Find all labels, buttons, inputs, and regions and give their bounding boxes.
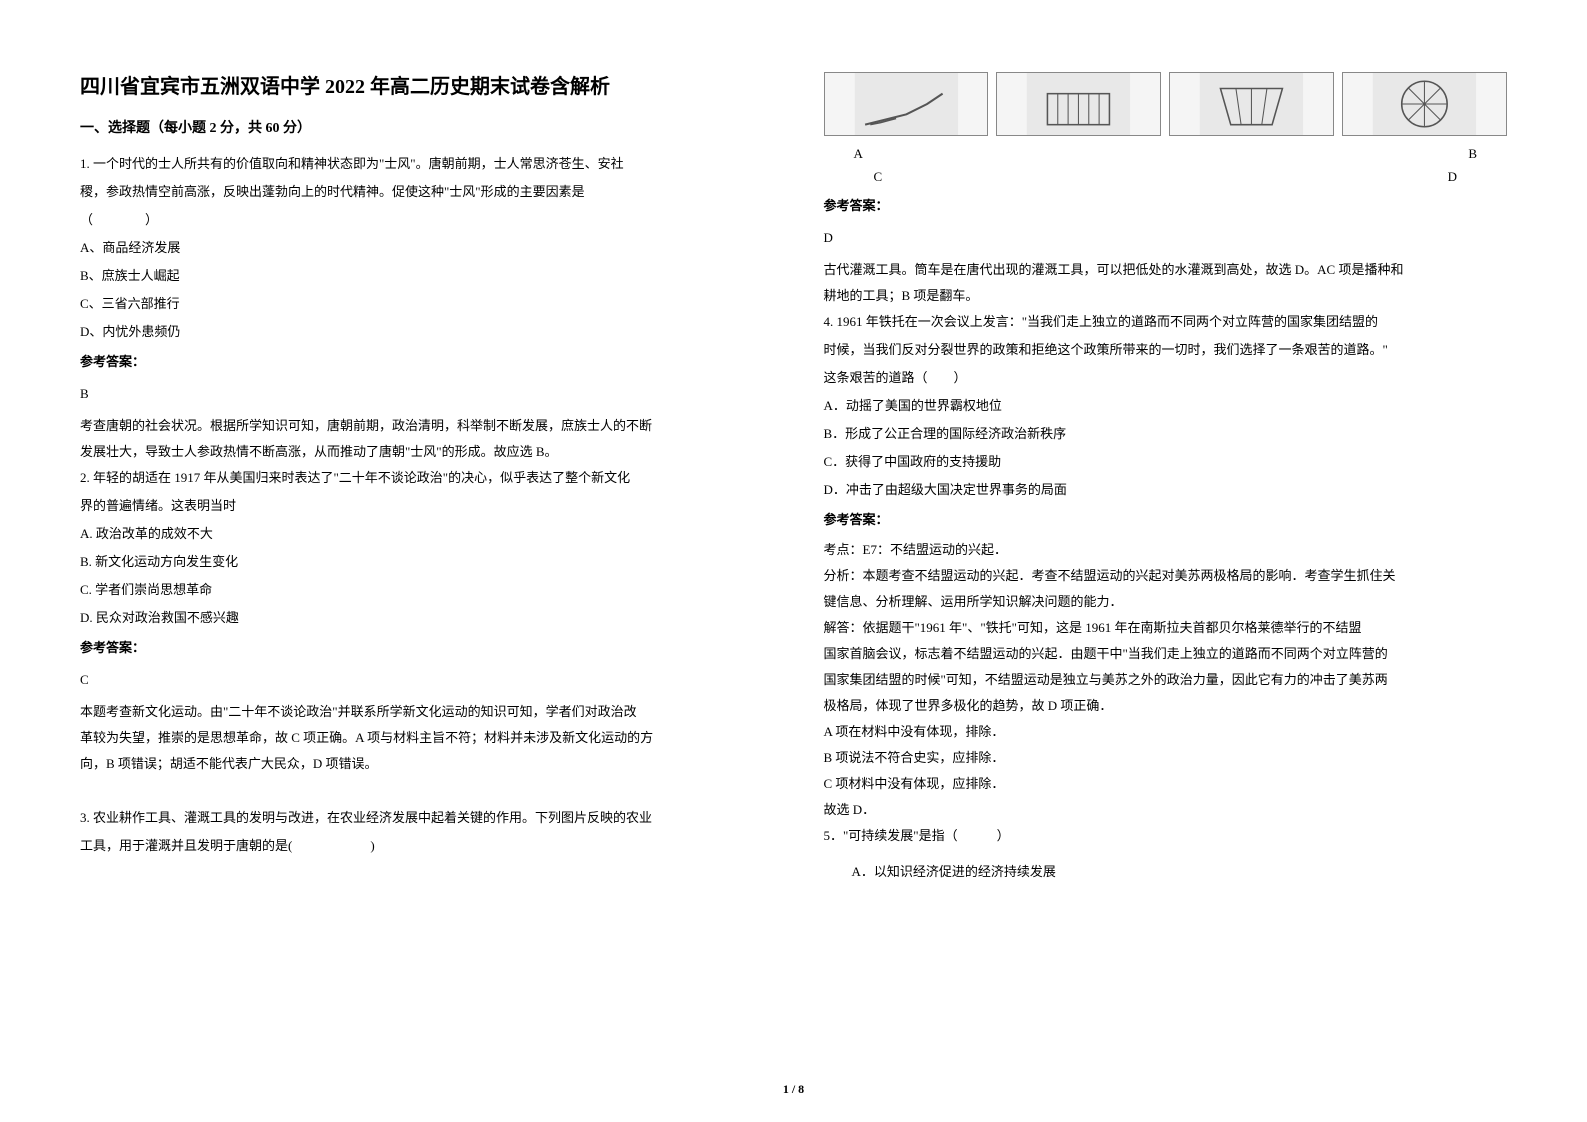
q1-answer-label: 参考答案： bbox=[80, 349, 764, 375]
q4-explanation-line4: 解答：依据题干"1961 年"、"铁托"可知，这是 1961 年在南斯拉夫首都贝… bbox=[824, 615, 1508, 641]
q4-explanation-line6: 国家集团结盟的时候"可知，不结盟运动是独立与美苏之外的政治力量，因此它有力的冲击… bbox=[824, 667, 1508, 693]
q2-option-b: B. 新文化运动方向发生变化 bbox=[80, 549, 764, 575]
q1-stem-line2: 稷，参政热情空前高涨，反映出蓬勃向上的时代精神。促使这种"士风"形成的主要因素是 bbox=[80, 179, 764, 205]
q3-labels-row2: C D bbox=[824, 165, 1508, 188]
q4-explanation-line9: B 项说法不符合史实，应排除． bbox=[824, 745, 1508, 771]
q2-stem-line1: 2. 年轻的胡适在 1917 年从美国归来时表达了"二十年不谈论政治"的决心，似… bbox=[80, 465, 764, 491]
right-column: A B C D 参考答案： D 古代灌溉工具。筒车是在唐代出现的灌溉工具，可以把… bbox=[824, 70, 1508, 887]
q3-stem-line2: 工具，用于灌溉并且发明于唐朝的是( ) bbox=[80, 833, 764, 859]
q2-explanation-line3: 向，B 项错误；胡适不能代表广大民众，D 项错误。 bbox=[80, 751, 764, 777]
tool-image-a-icon bbox=[825, 73, 988, 135]
q4-explanation-line3: 键信息、分析理解、运用所学知识解决问题的能力． bbox=[824, 589, 1508, 615]
q4-answer-label: 参考答案： bbox=[824, 507, 1508, 533]
q2-answer: C bbox=[80, 667, 764, 693]
q1-explanation-line1: 考查唐朝的社会状况。根据所学知识可知，唐朝前期，政治清明，科举制不断发展，庶族士… bbox=[80, 413, 764, 439]
q3-answer: D bbox=[824, 225, 1508, 251]
q4-stem-line3: 这条艰苦的道路（ ） bbox=[824, 365, 1508, 391]
q3-label-c: C bbox=[874, 165, 883, 188]
page-number: 1 / 8 bbox=[783, 1082, 804, 1097]
q3-explanation-line1: 古代灌溉工具。筒车是在唐代出现的灌溉工具，可以把低处的水灌溉到高处，故选 D。A… bbox=[824, 257, 1508, 283]
q3-labels-row1: A B bbox=[824, 142, 1508, 165]
q4-option-d: D．冲击了由超级大国决定世界事务的局面 bbox=[824, 477, 1508, 503]
q2-stem-line2: 界的普遍情绪。这表明当时 bbox=[80, 493, 764, 519]
q4-stem-line1: 4. 1961 年铁托在一次会议上发言："当我们走上独立的道路而不同两个对立阵营… bbox=[824, 309, 1508, 335]
section-1-heading: 一、选择题（每小题 2 分，共 60 分） bbox=[80, 117, 764, 137]
q3-stem-line1: 3. 农业耕作工具、灌溉工具的发明与改进，在农业经济发展中起着关键的作用。下列图… bbox=[80, 805, 764, 831]
q3-image-a bbox=[824, 72, 989, 136]
q4-option-c: C．获得了中国政府的支持援助 bbox=[824, 449, 1508, 475]
tool-image-c-icon bbox=[1170, 73, 1333, 135]
q1-answer: B bbox=[80, 381, 764, 407]
q1-option-a: A、商品经济发展 bbox=[80, 235, 764, 261]
q4-option-a: A．动摇了美国的世界霸权地位 bbox=[824, 393, 1508, 419]
document-title: 四川省宜宾市五洲双语中学 2022 年高二历史期末试卷含解析 bbox=[80, 70, 764, 99]
q1-stem-line3: （ ） bbox=[80, 207, 764, 233]
page-container: 四川省宜宾市五洲双语中学 2022 年高二历史期末试卷含解析 一、选择题（每小题… bbox=[80, 70, 1507, 887]
q1-explanation-line2: 发展壮大，导致士人参政热情不断高涨，从而推动了唐朝"士风"的形成。故应选 B。 bbox=[80, 439, 764, 465]
q4-explanation-line11: 故选 D． bbox=[824, 797, 1508, 823]
q5-stem: 5．"可持续发展"是指（ ） bbox=[824, 823, 1508, 849]
q3-images-row bbox=[824, 72, 1508, 136]
tool-image-b-icon bbox=[997, 73, 1160, 135]
q5-option-a: A．以知识经济促进的经济持续发展 bbox=[824, 859, 1508, 885]
q3-image-c bbox=[1169, 72, 1334, 136]
q3-explanation-line2: 耕地的工具；B 项是翻车。 bbox=[824, 283, 1508, 309]
q1-option-b: B、庶族士人崛起 bbox=[80, 263, 764, 289]
q3-image-b bbox=[996, 72, 1161, 136]
q4-explanation-line7: 极格局，体现了世界多极化的趋势，故 D 项正确． bbox=[824, 693, 1508, 719]
q4-explanation-line10: C 项材料中没有体现，应排除． bbox=[824, 771, 1508, 797]
q4-explanation-line8: A 项在材料中没有体现，排除． bbox=[824, 719, 1508, 745]
q1-option-c: C、三省六部推行 bbox=[80, 291, 764, 317]
q2-explanation-line1: 本题考查新文化运动。由"二十年不谈论政治"并联系所学新文化运动的知识可知，学者们… bbox=[80, 699, 764, 725]
q3-label-b: B bbox=[1468, 142, 1477, 165]
q4-explanation-line1: 考点：E7：不结盟运动的兴起． bbox=[824, 537, 1508, 563]
q3-label-d: D bbox=[1448, 165, 1457, 188]
left-column: 四川省宜宾市五洲双语中学 2022 年高二历史期末试卷含解析 一、选择题（每小题… bbox=[80, 70, 764, 887]
q3-image-d bbox=[1342, 72, 1507, 136]
q3-label-a: A bbox=[854, 142, 863, 165]
q2-option-d: D. 民众对政治救国不感兴趣 bbox=[80, 605, 764, 631]
q2-option-c: C. 学者们崇尚思想革命 bbox=[80, 577, 764, 603]
q3-answer-label: 参考答案： bbox=[824, 193, 1508, 219]
q4-option-b: B．形成了公正合理的国际经济政治新秩序 bbox=[824, 421, 1508, 447]
q1-stem-line1: 1. 一个时代的士人所共有的价值取向和精神状态即为"士风"。唐朝前期，士人常思济… bbox=[80, 151, 764, 177]
tool-image-d-icon bbox=[1343, 73, 1506, 135]
q2-option-a: A. 政治改革的成效不大 bbox=[80, 521, 764, 547]
q4-stem-line2: 时候，当我们反对分裂世界的政策和拒绝这个政策所带来的一切时，我们选择了一条艰苦的… bbox=[824, 337, 1508, 363]
q2-answer-label: 参考答案： bbox=[80, 635, 764, 661]
q2-explanation-line2: 革较为失望，推崇的是思想革命，故 C 项正确。A 项与材料主旨不符；材料并未涉及… bbox=[80, 725, 764, 751]
q4-explanation-line2: 分析：本题考查不结盟运动的兴起．考查不结盟运动的兴起对美苏两极格局的影响．考查学… bbox=[824, 563, 1508, 589]
q1-option-d: D、内忧外患频仍 bbox=[80, 319, 764, 345]
q4-explanation-line5: 国家首脑会议，标志着不结盟运动的兴起．由题干中"当我们走上独立的道路而不同两个对… bbox=[824, 641, 1508, 667]
